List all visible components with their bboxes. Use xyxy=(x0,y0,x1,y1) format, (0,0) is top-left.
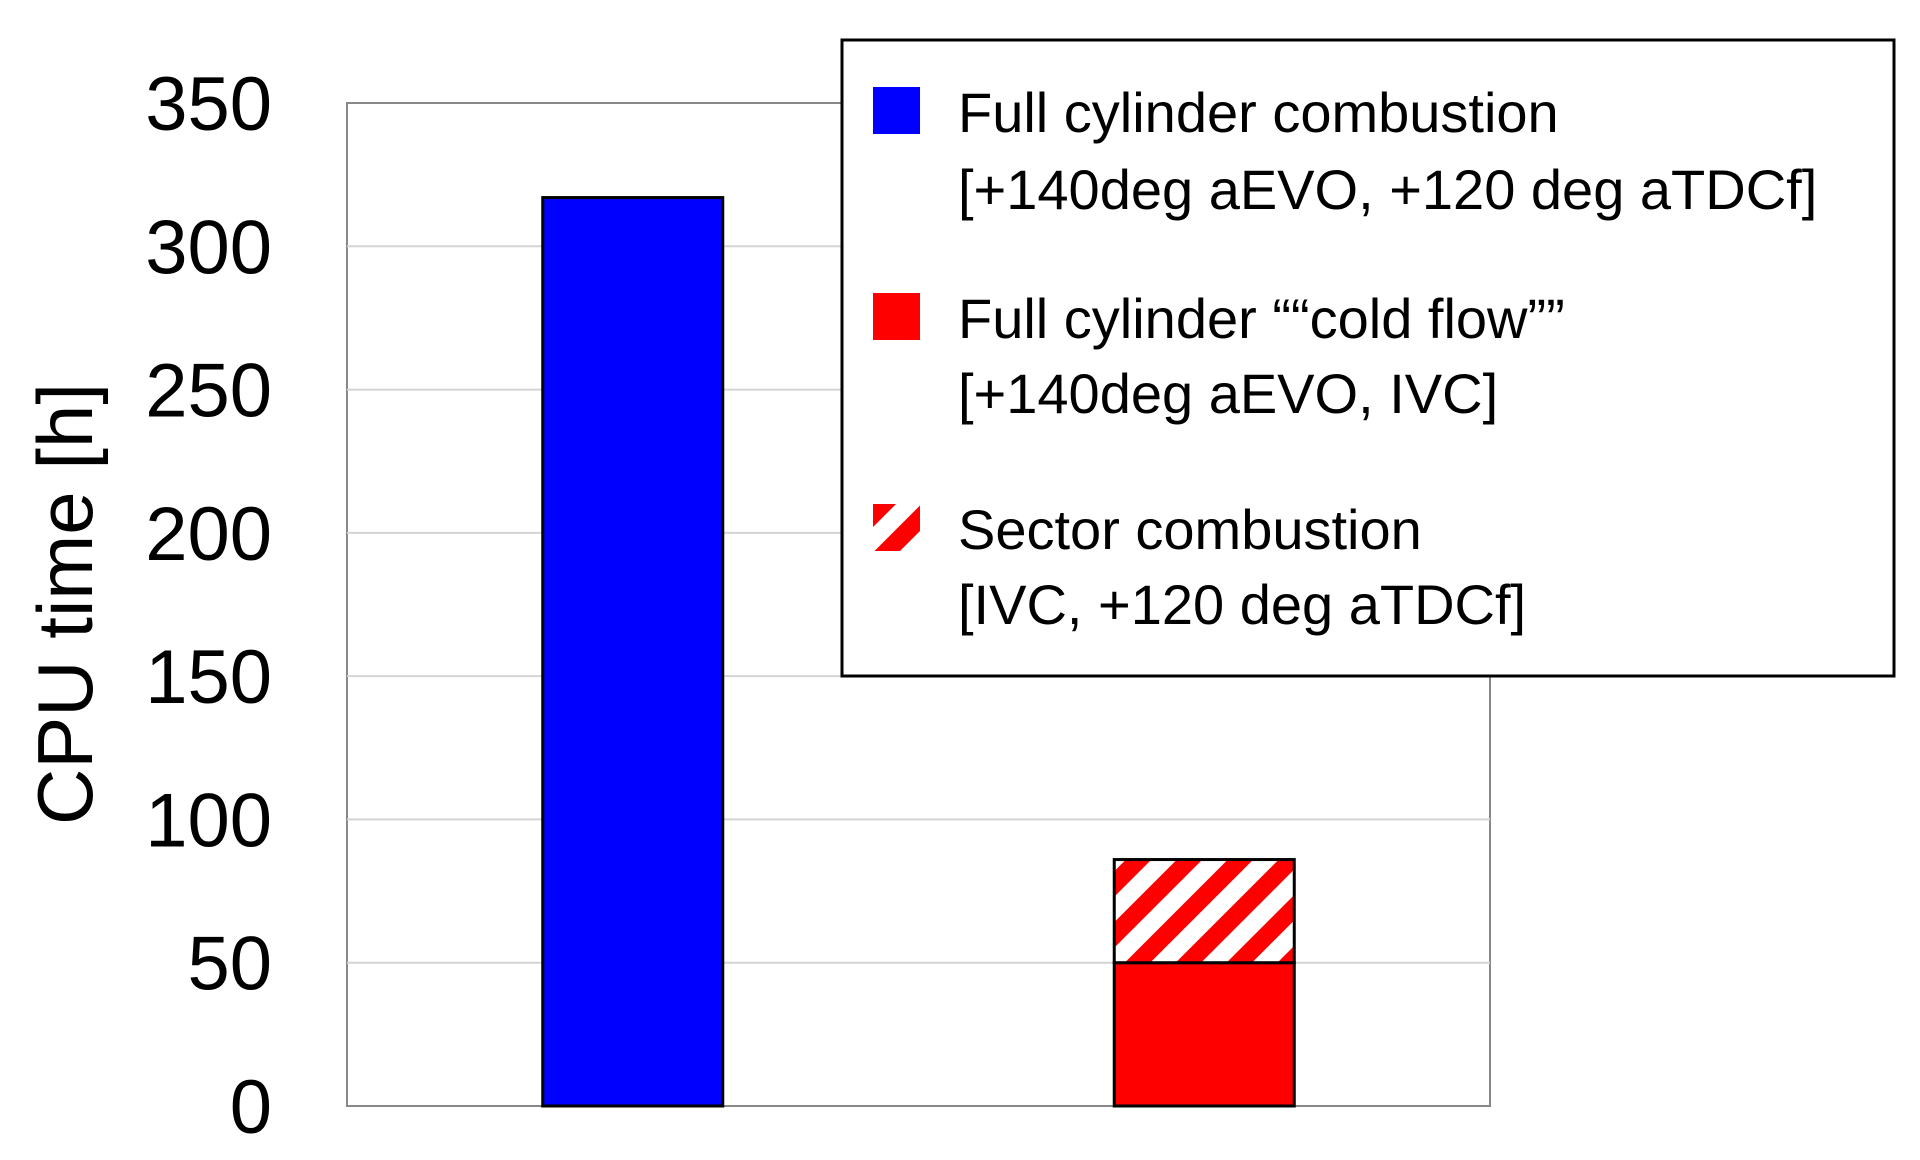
legend-detail-sector-combustion: [IVC, +120 deg aTDCf] xyxy=(958,573,1526,636)
legend-label-sector-combustion: Sector combustion xyxy=(958,498,1422,561)
bar-full-cylinder-cold-flow xyxy=(1112,961,1296,1108)
legend: Full cylinder combustion [+140deg aEVO, … xyxy=(840,38,1896,678)
y-tick-label: 250 xyxy=(145,349,272,434)
bar-sector-combustion xyxy=(1112,858,1296,965)
bars xyxy=(541,196,1296,1108)
y-tick-label: 50 xyxy=(187,922,272,1007)
legend-detail-full-cylinder-cold-flow: [+140deg aEVO, IVC] xyxy=(958,362,1498,425)
y-tick-label: 100 xyxy=(145,778,272,863)
legend-label-full-cylinder-cold-flow: Full cylinder ““cold flow”” xyxy=(958,287,1565,350)
legend-label-full-cylinder-combustion: Full cylinder combustion xyxy=(958,81,1559,144)
legend-swatch-sector-combustion xyxy=(873,504,920,551)
y-axis-title: CPU time [h] xyxy=(21,383,109,825)
y-tick-label: 150 xyxy=(145,635,272,720)
legend-detail-full-cylinder-combustion: [+140deg aEVO, +120 deg aTDCf] xyxy=(958,158,1817,221)
y-tick-label: 350 xyxy=(145,62,272,147)
legend-swatch-full-cylinder-combustion xyxy=(873,87,920,134)
legend-swatch-full-cylinder-cold-flow xyxy=(873,293,920,340)
y-tick-labels: 0 50 100 150 200 250 300 350 xyxy=(145,62,272,1150)
legend-box xyxy=(840,38,1896,678)
y-tick-label: 0 xyxy=(230,1065,272,1150)
y-tick-label: 200 xyxy=(145,492,272,577)
bar-full-cylinder-combustion xyxy=(541,196,725,1108)
y-tick-label: 300 xyxy=(145,205,272,290)
